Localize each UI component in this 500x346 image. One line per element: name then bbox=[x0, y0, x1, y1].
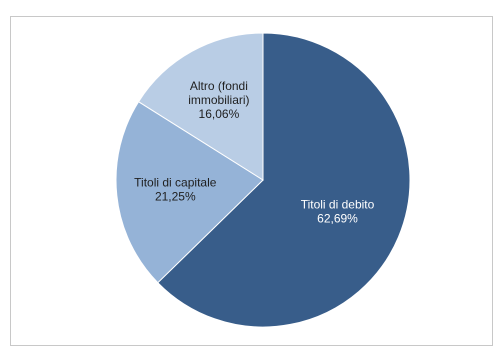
slice-label-line: Titoli di capitale bbox=[134, 175, 217, 189]
slice-label-line: Altro (fondi bbox=[190, 79, 248, 93]
slice-label-line: Titoli di debito bbox=[301, 197, 375, 211]
slice-label-line: 62,69% bbox=[317, 211, 358, 225]
slice-label-line: immobiliari) bbox=[188, 93, 249, 107]
pie-slice-2 bbox=[137, 32, 264, 181]
slice-label-line: 21,25% bbox=[155, 189, 196, 203]
pie-slice-1 bbox=[115, 101, 264, 284]
pie-chart: Titoli di debito 62,69% Titoli di capitale… bbox=[115, 32, 411, 328]
pie-slice-0 bbox=[157, 32, 411, 328]
slice-label-line: 16,06% bbox=[199, 107, 240, 121]
slice-label-2: Altro (fondi immobiliari) 16,06% bbox=[188, 79, 249, 121]
pie-slices bbox=[115, 32, 411, 328]
pie-labels: Titoli di debito 62,69% Titoli di capitale… bbox=[134, 79, 374, 225]
slice-label-1: Titoli di capitale 21,25% bbox=[134, 175, 217, 203]
slice-label-0: Titoli di debito 62,69% bbox=[301, 197, 375, 225]
